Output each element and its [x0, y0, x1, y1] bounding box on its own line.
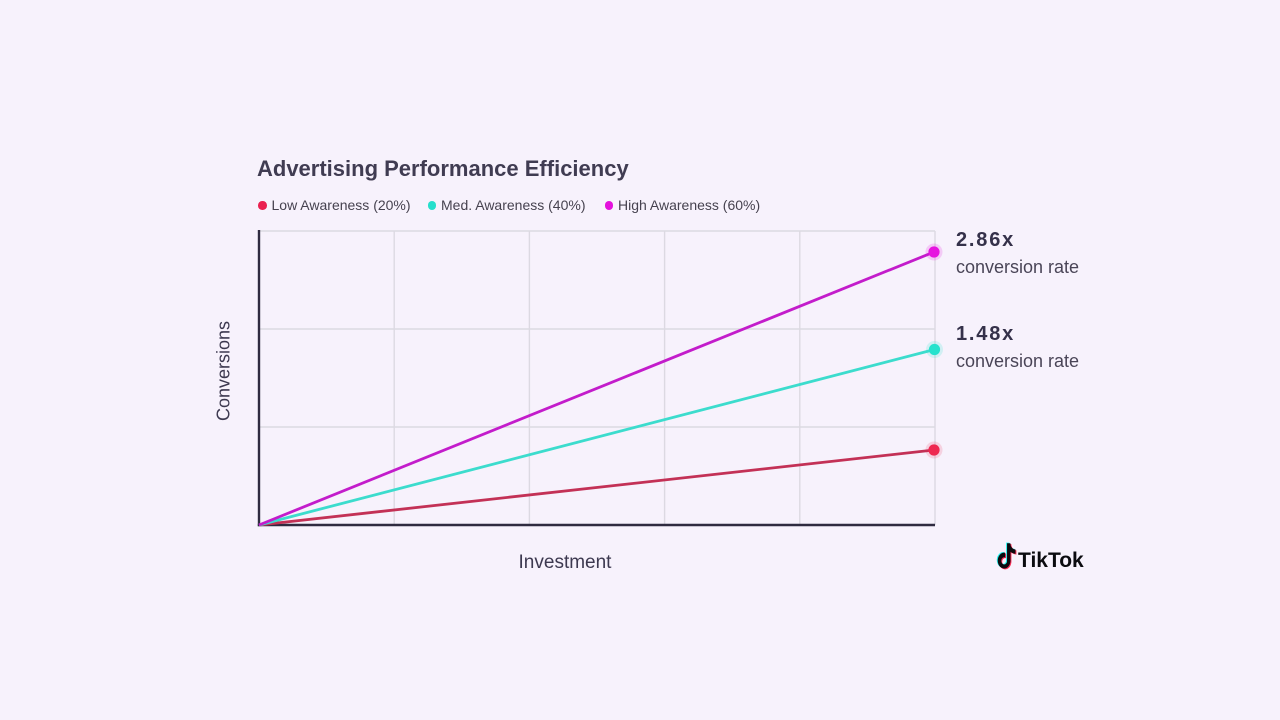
svg-text:TikTok: TikTok	[1018, 549, 1084, 571]
